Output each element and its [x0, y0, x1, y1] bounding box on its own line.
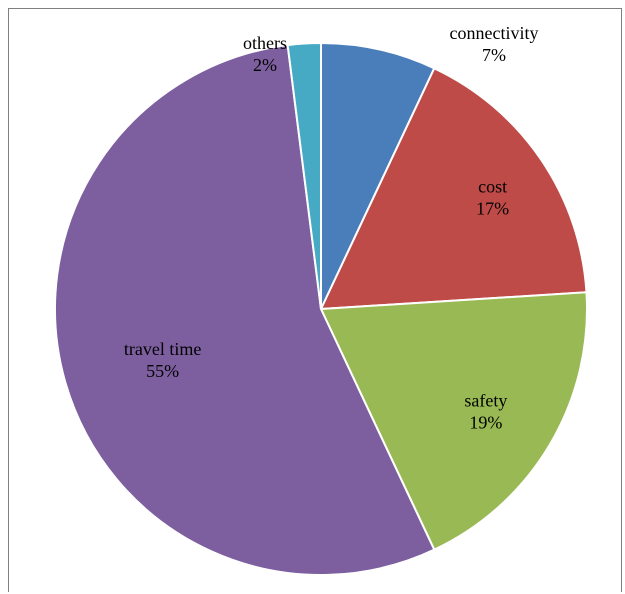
slice-value-label-cost: 17% — [476, 198, 509, 218]
pie-slice-others — [286, 41, 322, 310]
chart-frame: connectivity 7% cost 17% safety 19% travel tim… — [8, 8, 622, 592]
slice-label-travel-time: travel time — [124, 339, 201, 359]
slice-value-label-others: 2% — [253, 55, 277, 75]
slice-label-others: others — [243, 33, 287, 53]
slice-label-safety: safety — [464, 390, 507, 410]
slice-value-label-travel-time: 55% — [146, 361, 179, 381]
slice-value-label-connectivity: 7% — [482, 45, 506, 65]
pie-slice-safety — [319, 291, 588, 552]
pie-slice-cost — [319, 66, 588, 311]
slice-value-label-safety: 19% — [469, 412, 502, 432]
pie-slice-travel-time — [54, 43, 436, 576]
slice-label-cost: cost — [478, 176, 507, 196]
pie-slice-connectivity — [320, 41, 436, 310]
slice-label-connectivity: connectivity — [450, 23, 539, 43]
